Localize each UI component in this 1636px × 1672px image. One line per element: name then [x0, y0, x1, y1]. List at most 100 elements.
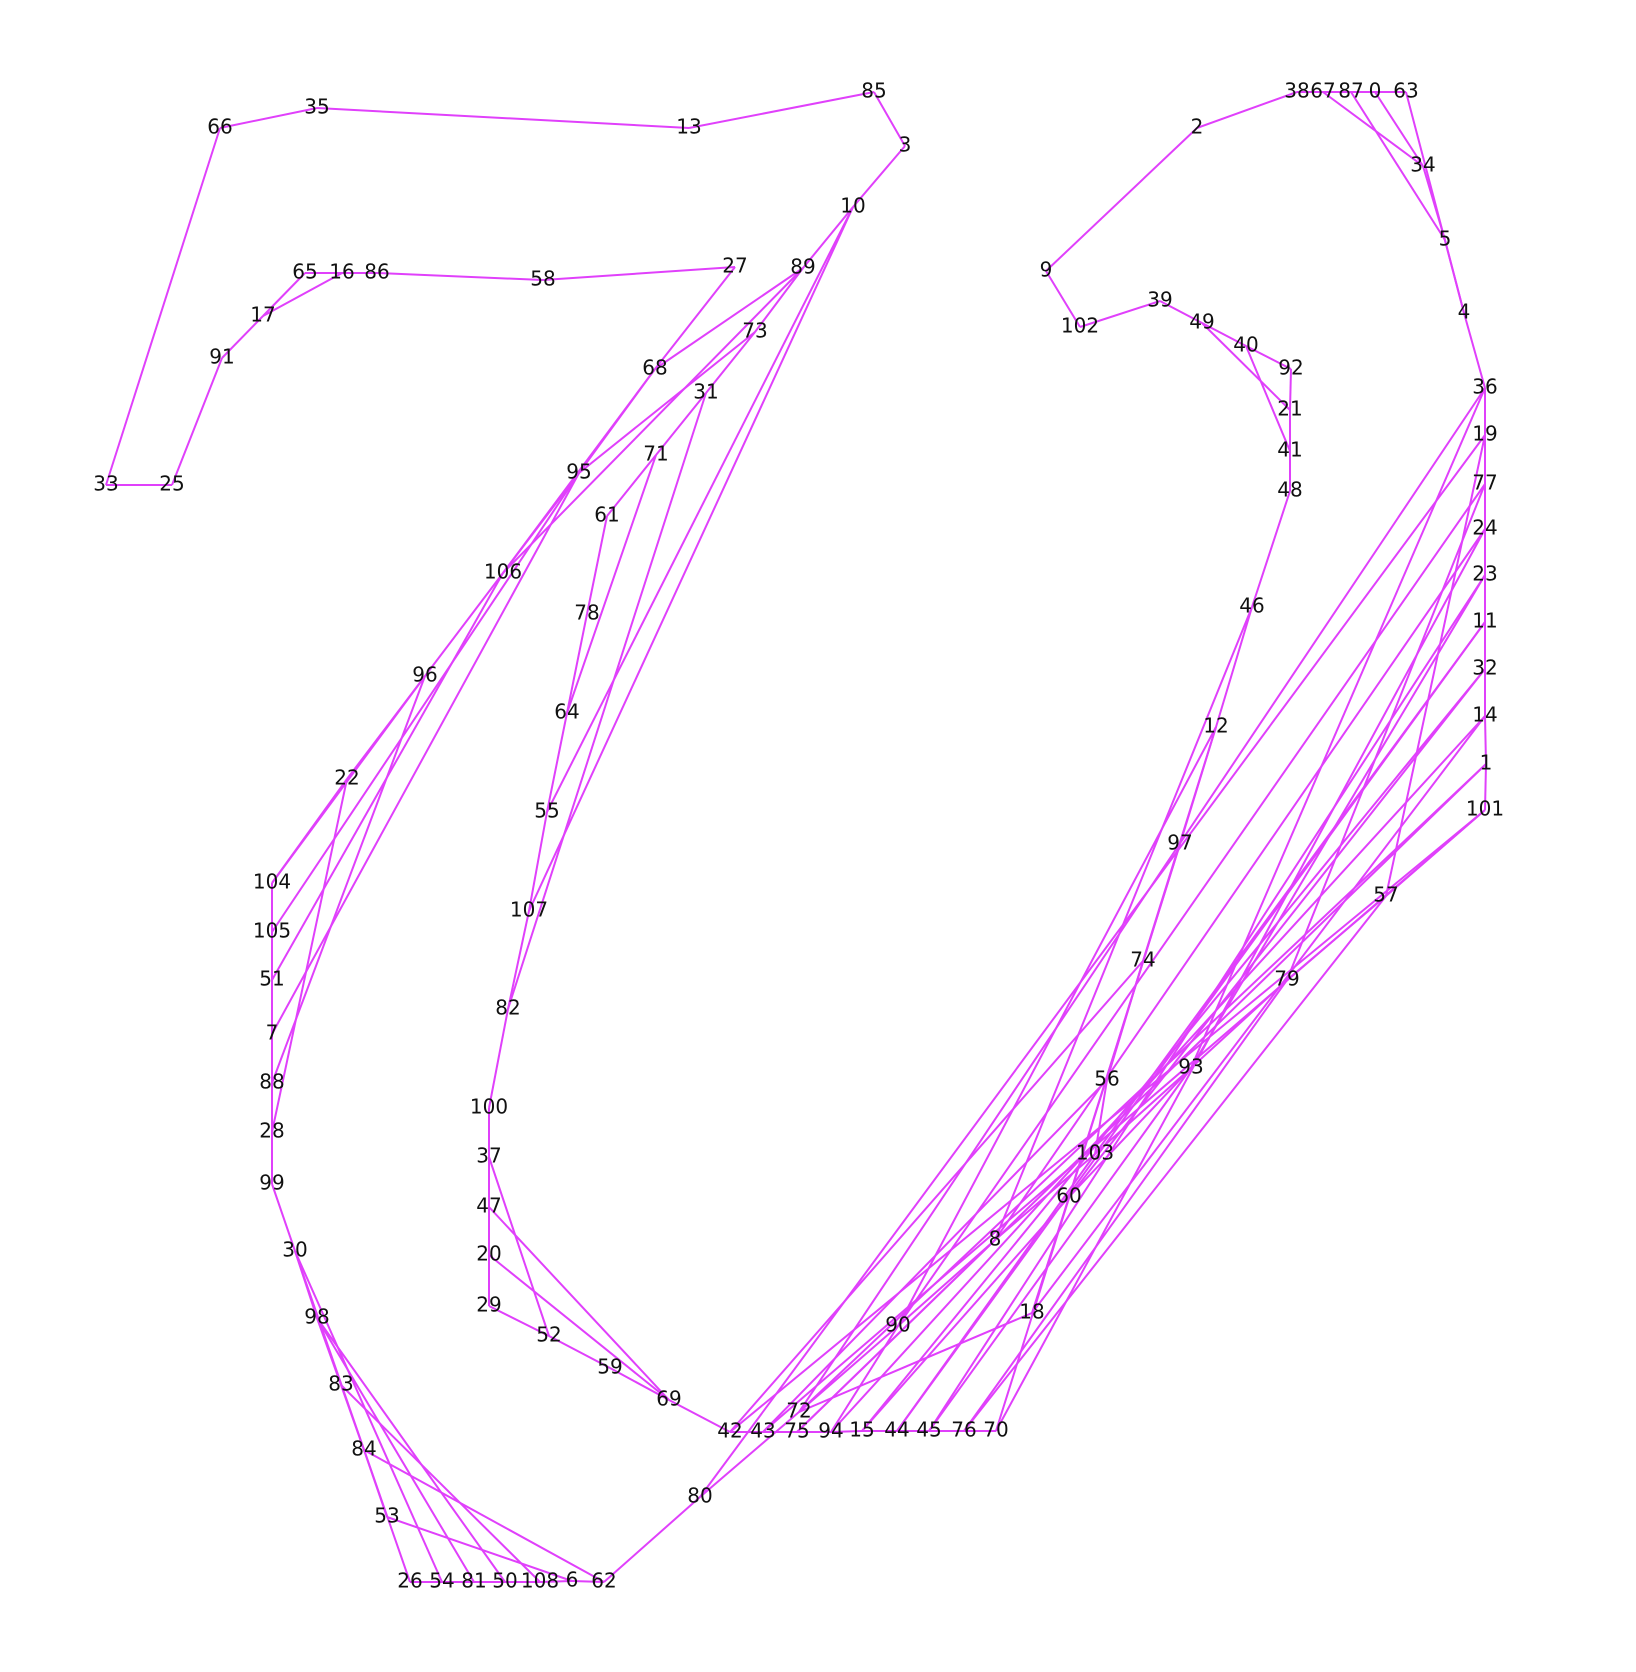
node-label-92: 92 — [1278, 356, 1303, 380]
node-79: 79 — [1274, 967, 1299, 991]
node-10: 10 — [840, 194, 865, 218]
node-label-19: 19 — [1472, 422, 1497, 446]
node-label-58: 58 — [530, 267, 555, 291]
node-label-73: 73 — [742, 319, 767, 343]
node-68: 68 — [642, 356, 667, 380]
node-label-23: 23 — [1472, 562, 1497, 586]
edge-10-107 — [528, 206, 854, 912]
node-label-82: 82 — [495, 996, 520, 1020]
node-label-106: 106 — [484, 560, 522, 584]
edge-2-38 — [1196, 91, 1298, 129]
node-label-11: 11 — [1472, 609, 1497, 633]
edge-98-50 — [316, 1317, 506, 1583]
node-label-15: 15 — [849, 1418, 874, 1442]
node-label-9: 9 — [1040, 258, 1053, 282]
node-label-43: 43 — [750, 1419, 775, 1443]
node-90: 90 — [885, 1313, 910, 1337]
node-12: 12 — [1203, 714, 1228, 738]
node-label-14: 14 — [1472, 703, 1497, 727]
node-23: 23 — [1472, 562, 1497, 586]
node-label-100: 100 — [470, 1095, 508, 1119]
node-55: 55 — [534, 799, 559, 823]
node-74: 74 — [1130, 948, 1155, 972]
node-label-3: 3 — [899, 133, 912, 157]
node-label-34: 34 — [1410, 153, 1435, 177]
node-33: 33 — [93, 472, 118, 496]
edge-49-39 — [1159, 300, 1203, 324]
node-27: 27 — [722, 254, 747, 278]
edge-98-81 — [316, 1317, 475, 1583]
node-105: 105 — [253, 919, 291, 943]
edge-93-103 — [1094, 1067, 1192, 1155]
node-97: 97 — [1167, 831, 1192, 855]
edge-20-69 — [488, 1254, 670, 1401]
edge-17-65 — [262, 272, 306, 317]
node-7: 7 — [266, 1021, 279, 1045]
edge-71-64 — [566, 454, 657, 714]
edge-77-90 — [897, 483, 1486, 1327]
node-label-63: 63 — [1393, 79, 1418, 103]
node-label-10: 10 — [840, 194, 865, 218]
node-61: 61 — [594, 503, 619, 527]
edge-89-68 — [654, 267, 804, 370]
node-84: 84 — [351, 1437, 376, 1461]
node-22: 22 — [334, 766, 359, 790]
node-label-47: 47 — [476, 1194, 501, 1218]
node-83: 83 — [328, 1372, 353, 1396]
node-31: 31 — [693, 380, 718, 404]
node-label-64: 64 — [554, 700, 579, 724]
node-50: 50 — [492, 1569, 517, 1593]
node-label-27: 27 — [722, 254, 747, 278]
edge-40-49 — [1201, 322, 1247, 347]
node-label-18: 18 — [1019, 1300, 1044, 1324]
node-label-4: 4 — [1458, 300, 1471, 324]
edge-35-13 — [316, 107, 690, 129]
node-label-90: 90 — [885, 1313, 910, 1337]
node-label-40: 40 — [1233, 333, 1258, 357]
node-72: 72 — [786, 1399, 811, 1423]
node-108: 108 — [521, 1569, 559, 1593]
node-41: 41 — [1277, 438, 1302, 462]
node-label-99: 99 — [259, 1171, 284, 1195]
node-label-21: 21 — [1277, 397, 1302, 421]
node-78: 78 — [574, 601, 599, 625]
node-label-41: 41 — [1277, 438, 1302, 462]
edge-47-69 — [488, 1206, 670, 1401]
node-label-20: 20 — [476, 1242, 501, 1266]
edge-6-62 — [571, 1580, 605, 1583]
node-1: 1 — [1480, 751, 1493, 775]
edge-94-15 — [830, 1430, 863, 1433]
node-label-29: 29 — [476, 1293, 501, 1317]
edge-0-34 — [1374, 91, 1424, 167]
node-label-44: 44 — [884, 1418, 909, 1442]
node-76: 76 — [951, 1418, 976, 1442]
node-54: 54 — [429, 1569, 454, 1593]
node-58: 58 — [530, 267, 555, 291]
node-label-36: 36 — [1472, 375, 1497, 399]
edge-104-96 — [271, 675, 426, 884]
edge-1-75 — [796, 763, 1487, 1433]
node-label-0: 0 — [1369, 79, 1382, 103]
node-25: 25 — [159, 472, 184, 496]
node-21: 21 — [1277, 397, 1302, 421]
node-59: 59 — [597, 1355, 622, 1379]
edge-87-5 — [1350, 91, 1446, 241]
edge-21-92 — [1289, 368, 1292, 411]
edge-19-80 — [699, 434, 1486, 1498]
node-label-95: 95 — [566, 460, 591, 484]
node-42: 42 — [717, 1419, 742, 1443]
edge-52-59 — [548, 1335, 611, 1369]
edge-101-42 — [729, 809, 1486, 1433]
node-24: 24 — [1472, 516, 1497, 540]
edge-85-3 — [873, 91, 906, 147]
node-71: 71 — [643, 442, 668, 466]
node-label-75: 75 — [784, 1419, 809, 1443]
edge-32-15 — [861, 668, 1486, 1432]
edge-5-4 — [1444, 239, 1465, 314]
node-label-93: 93 — [1178, 1055, 1203, 1079]
node-29: 29 — [476, 1293, 501, 1317]
node-14: 14 — [1472, 703, 1497, 727]
node-label-46: 46 — [1239, 594, 1264, 618]
node-label-104: 104 — [253, 870, 291, 894]
edge-14-18 — [1031, 715, 1486, 1314]
